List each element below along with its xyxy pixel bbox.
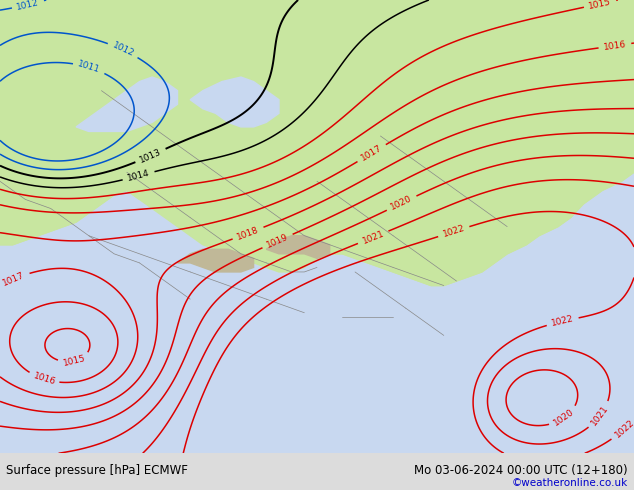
Text: 1022: 1022 xyxy=(613,418,634,440)
Text: 1015: 1015 xyxy=(588,0,612,11)
Polygon shape xyxy=(0,0,139,245)
Polygon shape xyxy=(266,236,330,258)
Polygon shape xyxy=(25,0,203,149)
Polygon shape xyxy=(342,326,431,358)
Text: ©weatheronline.co.uk: ©weatheronline.co.uk xyxy=(512,478,628,488)
Text: 1019: 1019 xyxy=(265,232,290,250)
Text: 1015: 1015 xyxy=(62,354,86,368)
Text: 1020: 1020 xyxy=(552,408,576,428)
Text: 1014: 1014 xyxy=(126,169,151,183)
Polygon shape xyxy=(0,0,634,286)
Text: 1016: 1016 xyxy=(603,40,627,52)
Text: 1020: 1020 xyxy=(389,194,414,212)
Text: Surface pressure [hPa] ECMWF: Surface pressure [hPa] ECMWF xyxy=(6,465,188,477)
Text: Mo 03-06-2024 00:00 UTC (12+180): Mo 03-06-2024 00:00 UTC (12+180) xyxy=(414,465,628,477)
Text: 1017: 1017 xyxy=(2,270,27,288)
Polygon shape xyxy=(178,249,254,272)
Text: 1021: 1021 xyxy=(590,404,611,427)
Polygon shape xyxy=(190,77,279,127)
Text: 1022: 1022 xyxy=(441,224,466,239)
Text: 1021: 1021 xyxy=(361,229,385,246)
Text: 1011: 1011 xyxy=(77,60,101,75)
Text: 1018: 1018 xyxy=(236,225,261,242)
Text: 1012: 1012 xyxy=(16,0,40,12)
Polygon shape xyxy=(456,363,507,399)
Polygon shape xyxy=(317,0,634,286)
Text: 1016: 1016 xyxy=(32,371,57,387)
Text: 1013: 1013 xyxy=(138,147,163,165)
Text: 1022: 1022 xyxy=(550,315,574,328)
Text: 1012: 1012 xyxy=(111,41,135,59)
Text: 1017: 1017 xyxy=(359,144,384,163)
Polygon shape xyxy=(89,286,342,344)
Polygon shape xyxy=(76,77,178,131)
